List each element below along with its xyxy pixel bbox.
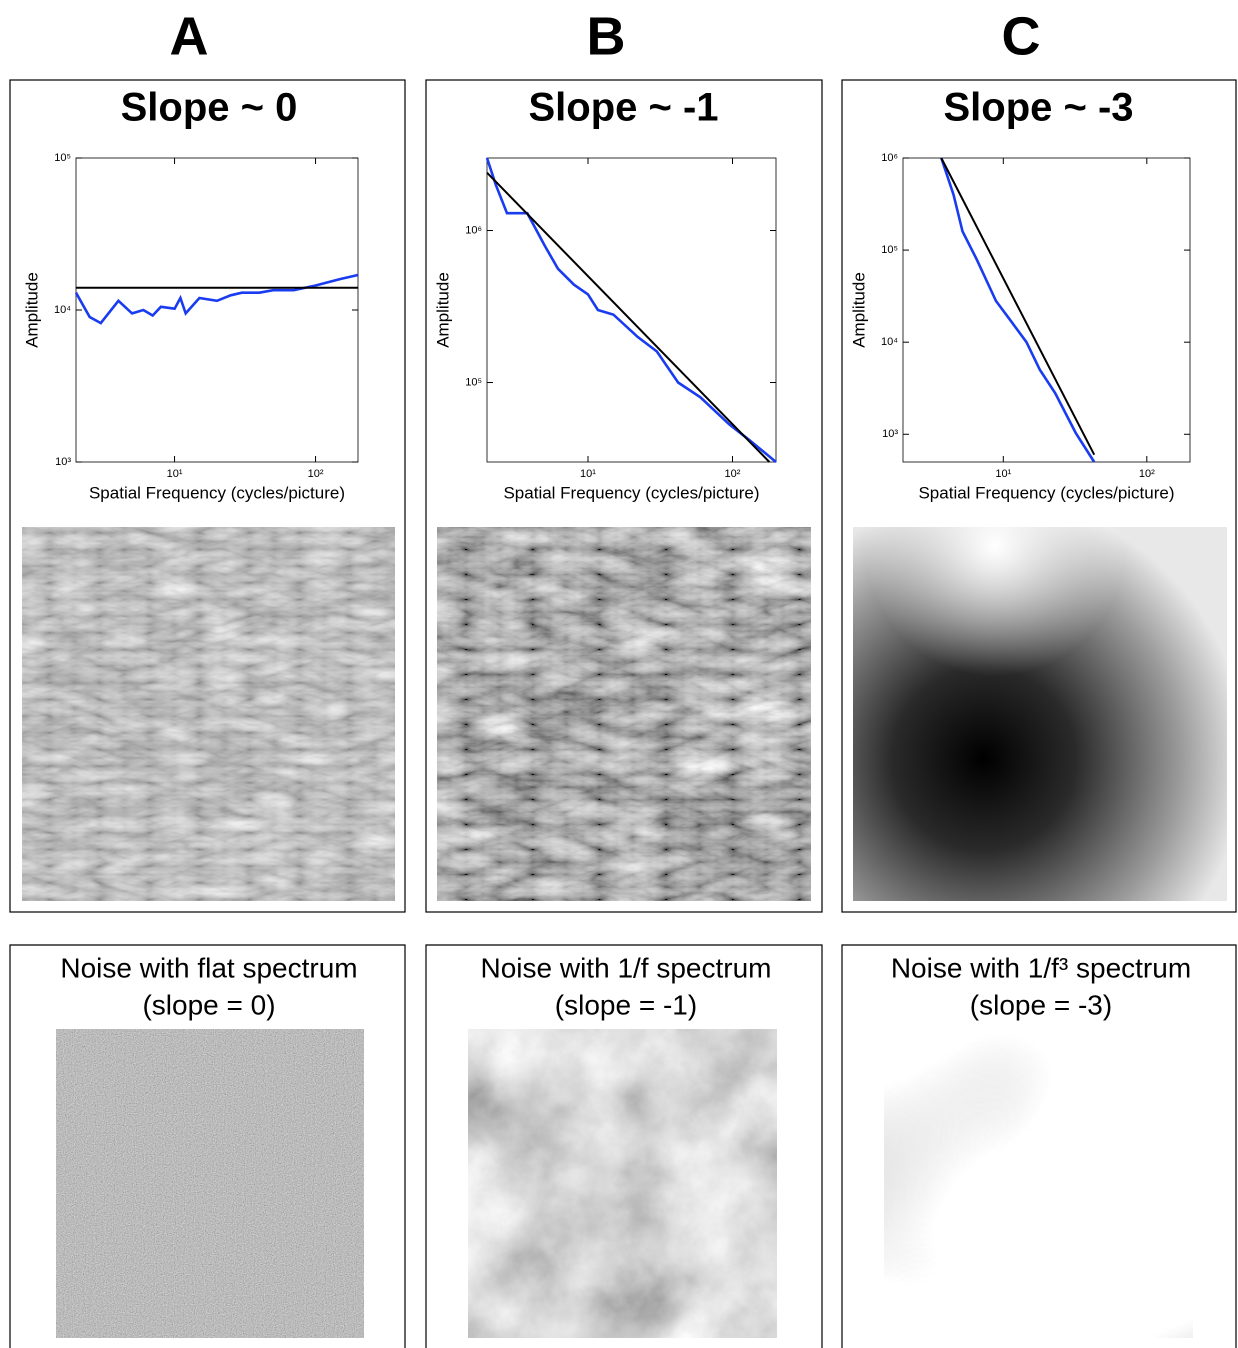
x-tick-label: 10¹: [580, 468, 596, 480]
noise-box: [841, 944, 1237, 1348]
noise-title: Noise with 1/f spectrum: [481, 952, 772, 983]
y-tick-label: 10⁵: [54, 152, 71, 164]
plot-frame: [486, 157, 777, 463]
plot-frame: [75, 157, 359, 463]
chart-title: Slope ~ 0: [121, 86, 298, 130]
data-line: [74, 273, 359, 325]
y-axis-label: Amplitude: [433, 272, 452, 348]
y-tick-label: 10⁴: [54, 304, 71, 316]
noise-caption: (slope = -3): [970, 989, 1112, 1020]
y-tick-label: 10⁴: [881, 336, 898, 348]
noise-title: Noise with 1/f³ spectrum: [891, 952, 1191, 983]
noise-box: [425, 944, 823, 1348]
y-axis-label: Amplitude: [22, 272, 41, 348]
noise-image: [56, 1029, 364, 1338]
filtered-image: [437, 527, 811, 901]
y-tick-label: 10⁶: [881, 152, 898, 164]
data-line: [486, 172, 771, 463]
data-line: [485, 157, 777, 464]
x-tick-label: 10²: [1139, 468, 1155, 480]
y-tick-label: 10³: [882, 428, 898, 440]
charts: A B C Noise with flat spectrum (slope = 0) No…: [22, 6, 1191, 1020]
noise-title: Noise with flat spectrum: [60, 952, 357, 983]
plot-frame: [902, 157, 1191, 463]
chart-title: Slope ~ -1: [528, 86, 718, 130]
filtered-image: [853, 527, 1227, 901]
panel-box: [841, 79, 1237, 913]
panel-letter: B: [587, 6, 626, 66]
data-line: [940, 157, 1096, 463]
panel-letter: A: [170, 6, 209, 66]
noise-caption: (slope = -1): [555, 989, 697, 1020]
noise-image: [468, 1029, 777, 1338]
x-axis-label: Spatial Frequency (cycles/picture): [503, 483, 759, 502]
panel-letter: C: [1002, 6, 1041, 66]
y-tick-label: 10³: [55, 456, 71, 468]
x-tick-label: 10¹: [995, 468, 1011, 480]
x-axis-label: Spatial Frequency (cycles/picture): [918, 483, 1174, 502]
y-tick-label: 10⁶: [465, 224, 482, 236]
filtered-image: [22, 527, 395, 901]
x-axis-label: Spatial Frequency (cycles/picture): [89, 483, 345, 502]
noise-image: [884, 1029, 1193, 1338]
x-tick-label: 10¹: [167, 468, 183, 480]
x-tick-label: 10²: [725, 468, 741, 480]
y-tick-label: 10⁵: [881, 244, 898, 256]
chart-title: Slope ~ -3: [943, 86, 1133, 130]
data-line: [940, 157, 1096, 456]
y-tick-label: 10⁵: [465, 376, 482, 388]
y-axis-label: Amplitude: [849, 272, 868, 348]
panel-box: [9, 79, 406, 913]
panel-box: [425, 79, 823, 913]
x-tick-label: 10²: [308, 468, 324, 480]
noise-caption: (slope = 0): [142, 989, 275, 1020]
noise-box: [9, 944, 406, 1348]
